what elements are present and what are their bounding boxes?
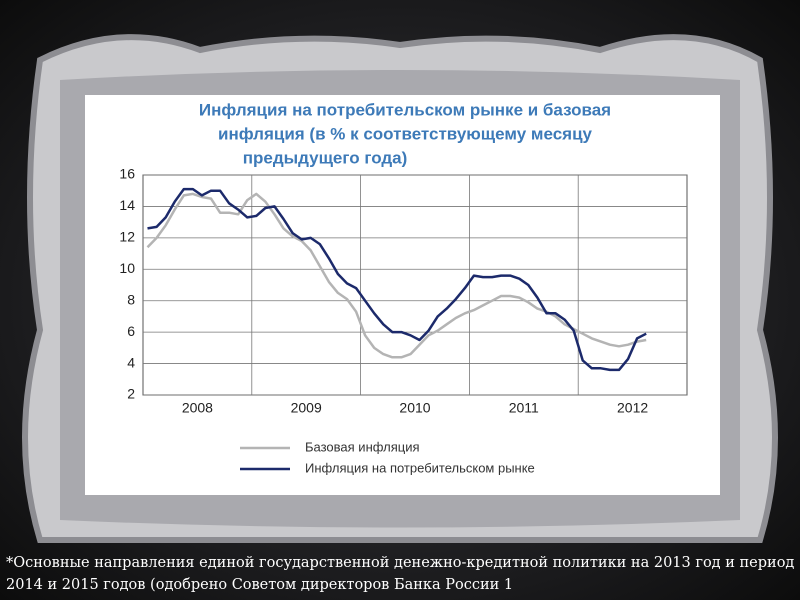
- y-tick-label: 16: [119, 166, 135, 182]
- y-tick-label: 12: [119, 229, 135, 245]
- y-tick-label: 8: [127, 291, 135, 307]
- x-tick-label: 2008: [182, 400, 213, 416]
- chart-panel: [85, 95, 720, 495]
- footnote: *Основные направления единой государстве…: [6, 555, 795, 593]
- chart-title: предыдущего года): [243, 148, 408, 167]
- y-tick-label: 10: [119, 260, 135, 276]
- legend-label: Инфляция на потребительском рынке: [305, 460, 535, 475]
- x-tick-label: 2009: [291, 400, 322, 416]
- legend-label: Базовая инфляция: [305, 439, 420, 454]
- x-tick-label: 2012: [617, 400, 648, 416]
- y-tick-label: 6: [127, 323, 135, 339]
- x-tick-label: 2011: [509, 400, 539, 416]
- y-tick-label: 14: [119, 197, 135, 213]
- y-tick-label: 2: [127, 386, 135, 402]
- series-line: [147, 187, 647, 372]
- chart-title: Инфляция на потребительском рынке и базо…: [199, 100, 611, 119]
- x-tick-label: 2010: [399, 400, 430, 416]
- series-line: [146, 192, 647, 359]
- y-tick-label: 4: [127, 354, 135, 370]
- chart-title: инфляция (в % к соответствующему месяцу: [218, 124, 593, 143]
